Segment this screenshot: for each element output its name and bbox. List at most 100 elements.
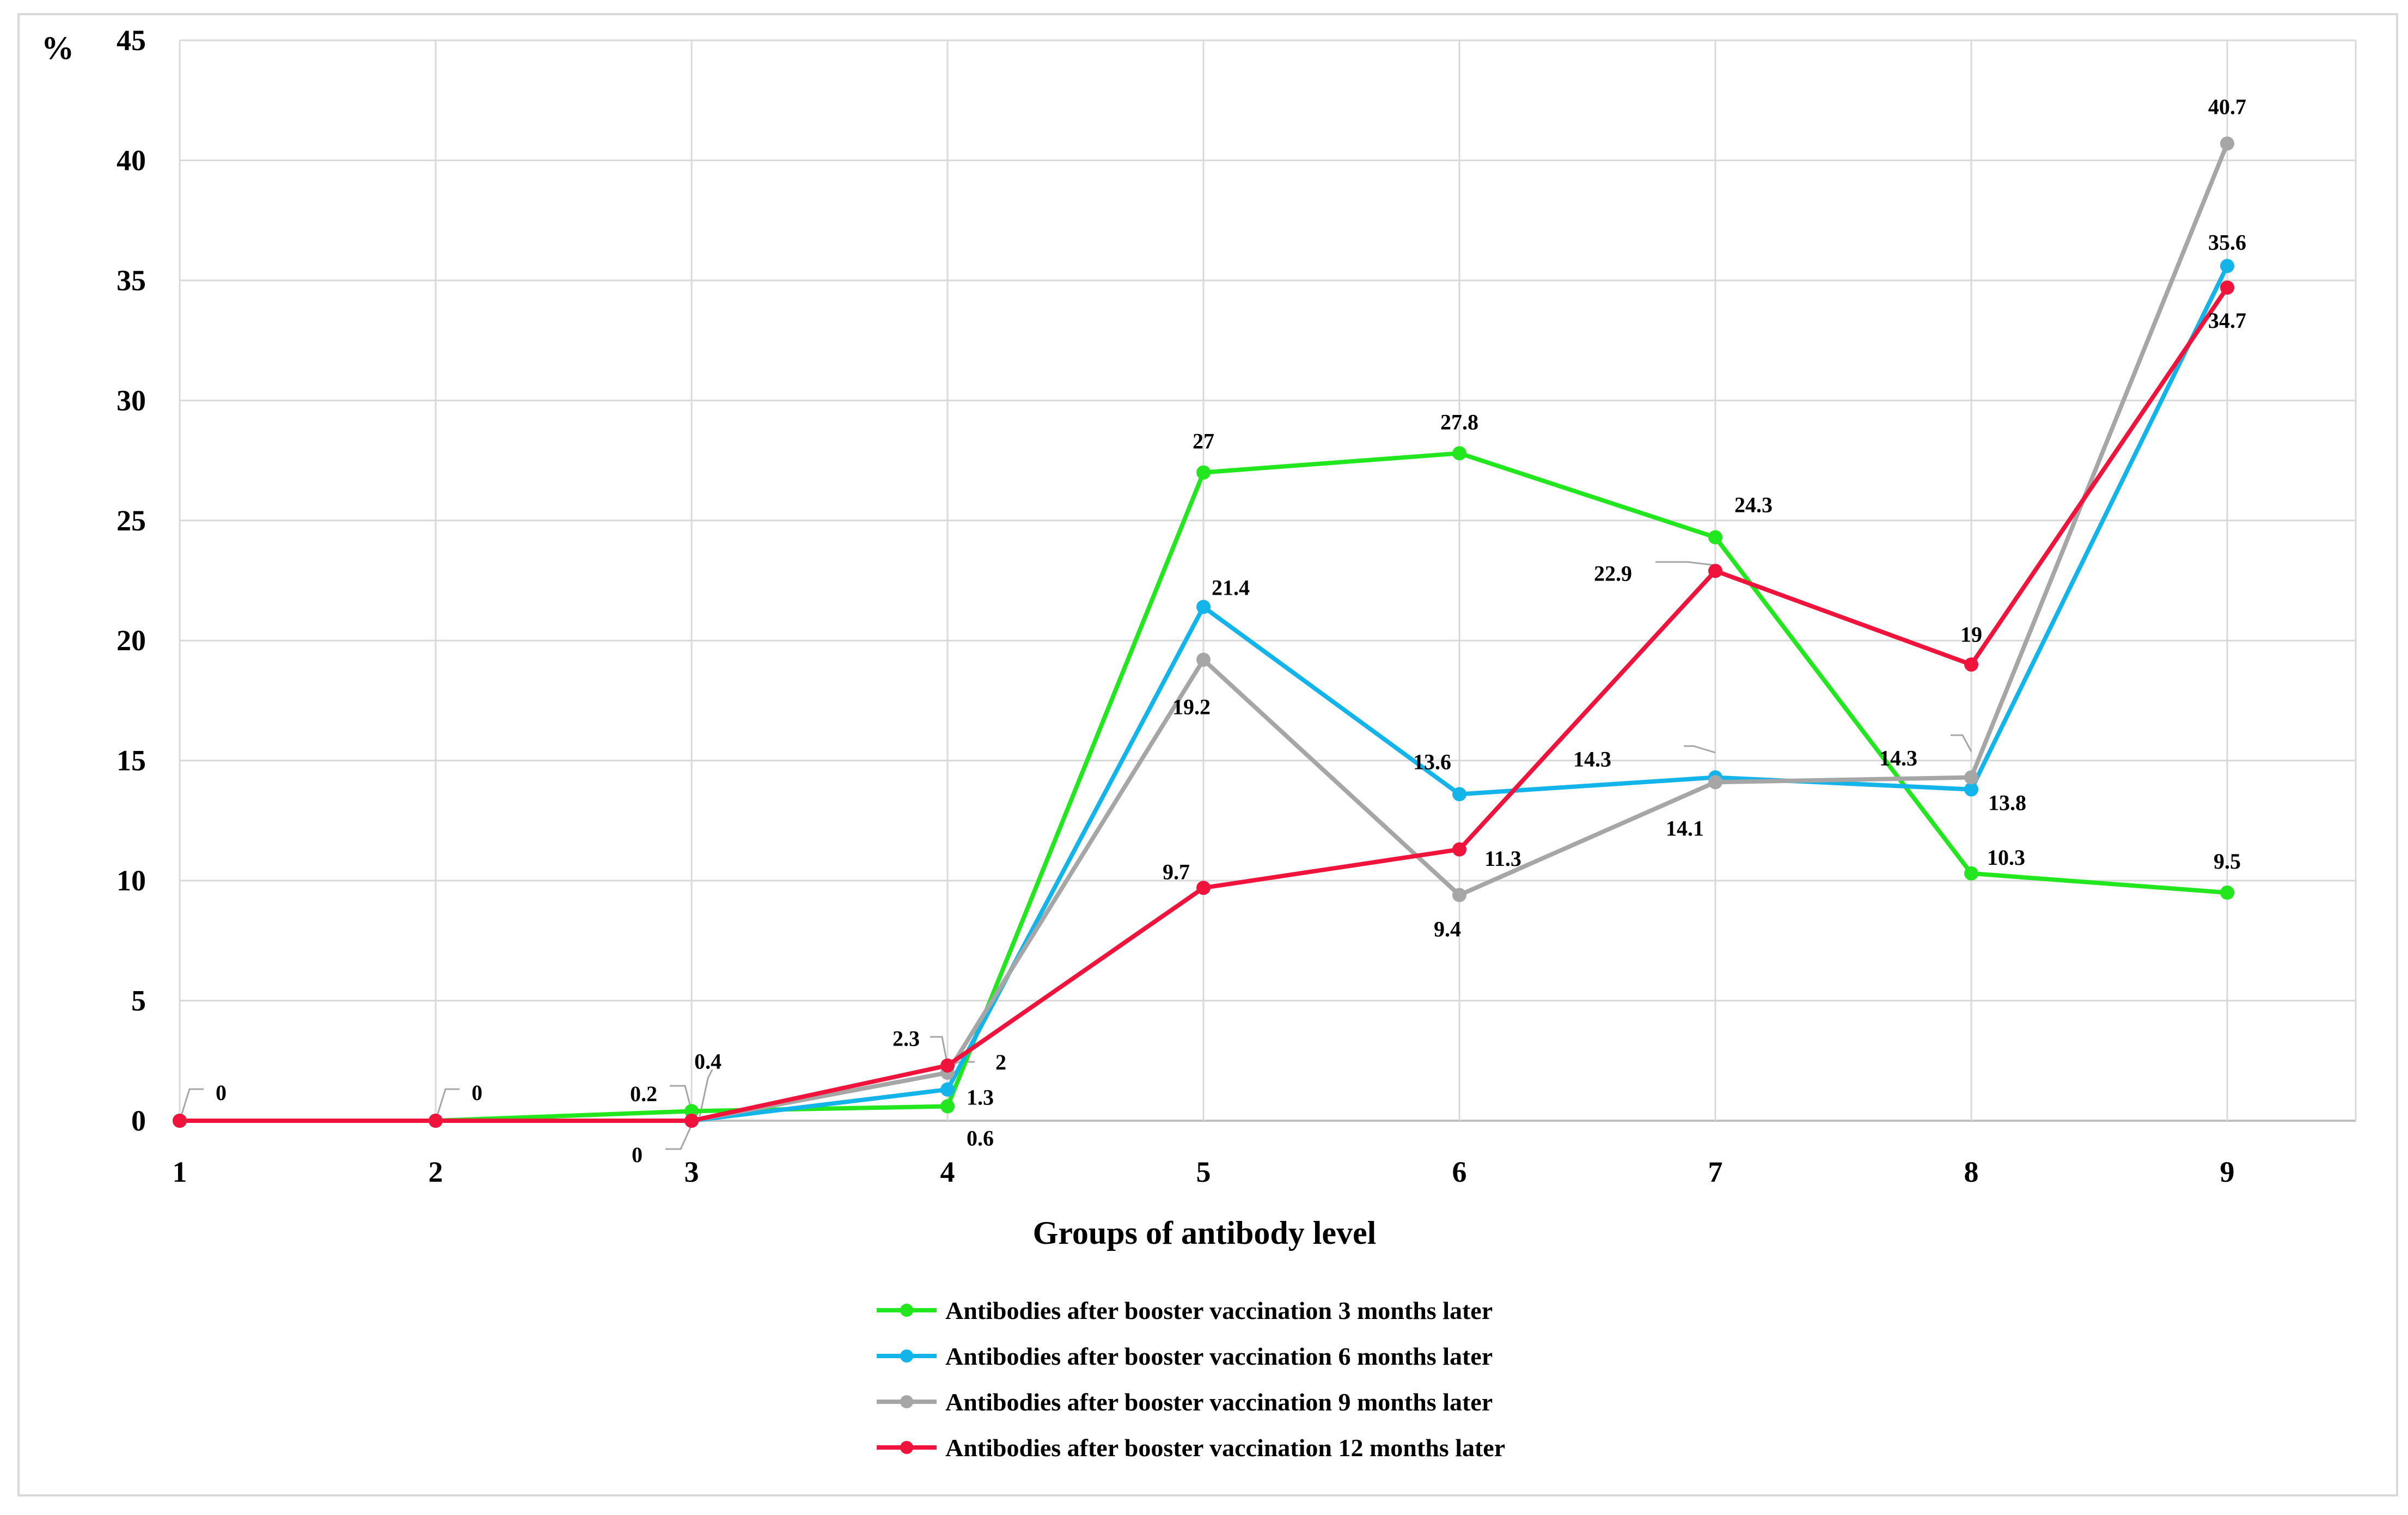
data-point — [940, 1082, 955, 1097]
y-axis-title: % — [41, 30, 74, 66]
legend-label: Antibodies after booster vaccination 9 m… — [945, 1388, 1493, 1416]
leader-line — [699, 1069, 713, 1117]
data-point — [1452, 446, 1466, 461]
data-point — [1708, 775, 1722, 790]
data-label: 2 — [995, 1050, 1006, 1074]
y-tick-label: 0 — [131, 1104, 146, 1137]
data-label: 0.2 — [630, 1082, 657, 1106]
data-point — [2220, 136, 2234, 151]
data-label: 0 — [472, 1080, 482, 1105]
leader-line — [670, 1085, 693, 1111]
data-point — [2220, 885, 2234, 900]
x-tick-label: 7 — [1708, 1156, 1723, 1188]
data-label: 13.6 — [1413, 749, 1451, 774]
data-point — [1964, 782, 1978, 797]
data-point — [1196, 652, 1211, 667]
data-label: 0 — [216, 1080, 227, 1105]
y-tick-labels: 0 5 10 15 20 25 30 35 40 45 — [117, 24, 146, 1137]
y-tick-label: 15 — [117, 744, 146, 777]
gridlines — [179, 39, 2357, 1122]
data-point — [1964, 770, 1978, 785]
x-tick-label: 3 — [684, 1156, 699, 1188]
data-point — [940, 1099, 955, 1114]
data-point — [1964, 866, 1978, 881]
data-point — [429, 1114, 443, 1128]
data-label: 27 — [1193, 429, 1214, 454]
data-point — [1964, 657, 1978, 672]
x-tick-label: 1 — [173, 1156, 187, 1188]
data-point — [1452, 888, 1466, 902]
y-tick-label: 30 — [117, 384, 146, 417]
legend-item: Antibodies after booster vaccination 12 … — [877, 1434, 1505, 1462]
data-point — [684, 1114, 699, 1128]
x-tick-label: 8 — [1964, 1156, 1979, 1188]
data-label: 9.4 — [1434, 917, 1461, 942]
x-tick-labels: 1 2 3 4 5 6 7 8 9 — [173, 1156, 2235, 1188]
data-label: 24.3 — [1734, 493, 1773, 517]
x-tick-label: 6 — [1452, 1156, 1467, 1188]
legend-label: Antibodies after booster vaccination 12 … — [945, 1434, 1505, 1462]
y-tick-label: 5 — [131, 985, 146, 1017]
data-label: 21.4 — [1212, 575, 1250, 600]
leader-line — [1951, 734, 1972, 752]
y-tick-label: 10 — [117, 864, 146, 897]
legend-marker — [900, 1349, 913, 1363]
x-tick-label: 9 — [2220, 1156, 2235, 1188]
data-label: 10.3 — [1987, 845, 2025, 870]
data-label: 0 — [632, 1143, 643, 1167]
legend-label: Antibodies after booster vaccination 3 m… — [945, 1297, 1493, 1324]
series-markers — [173, 136, 2234, 1128]
x-tick-label: 4 — [940, 1156, 955, 1188]
data-label: 40.7 — [2208, 95, 2246, 119]
data-label: 14.3 — [1879, 746, 1917, 771]
data-point — [2220, 280, 2234, 295]
legend-label: Antibodies after booster vaccination 6 m… — [945, 1342, 1493, 1370]
data-label: 34.7 — [2208, 308, 2246, 333]
data-point — [2220, 259, 2234, 273]
leader-line — [665, 1125, 693, 1150]
data-label: 19 — [1960, 622, 1982, 646]
data-point — [173, 1114, 187, 1128]
data-label: 14.1 — [1666, 816, 1704, 840]
data-label: 2.3 — [893, 1027, 920, 1051]
legend: Antibodies after booster vaccination 3 m… — [877, 1297, 1505, 1462]
data-label: 27.8 — [1440, 410, 1478, 434]
leader-line — [1684, 745, 1716, 754]
chart-border — [17, 13, 2398, 1496]
legend-marker — [900, 1304, 913, 1317]
data-point — [1452, 787, 1466, 802]
data-label: 0.6 — [967, 1126, 994, 1151]
legend-item: Antibodies after booster vaccination 3 m… — [877, 1297, 1493, 1324]
data-point — [940, 1058, 955, 1073]
data-label: 11.3 — [1484, 846, 1521, 871]
data-label: 22.9 — [1594, 561, 1632, 585]
leader-line — [1655, 561, 1716, 566]
data-label: 9.5 — [2214, 849, 2241, 873]
x-tick-label: 5 — [1196, 1156, 1211, 1188]
y-tick-label: 40 — [117, 144, 146, 176]
data-point — [1196, 881, 1211, 895]
x-tick-label: 2 — [429, 1156, 443, 1188]
data-point — [1452, 842, 1466, 857]
y-tick-label: 25 — [117, 504, 146, 537]
leader-line — [930, 1036, 949, 1066]
legend-item: Antibodies after booster vaccination 6 m… — [877, 1342, 1493, 1370]
leader-line — [435, 1088, 460, 1121]
data-label: 19.2 — [1172, 694, 1211, 719]
data-labels: 0.4 0.6 27 27.8 24.3 10.3 9.5 1.3 21.4 13.6 13.8 35… — [216, 95, 2246, 1167]
y-tick-label: 45 — [117, 24, 146, 57]
data-point — [1708, 564, 1722, 578]
data-label: 9.7 — [1163, 859, 1190, 884]
leader-line — [179, 1088, 204, 1121]
data-label: 0.4 — [694, 1049, 722, 1073]
data-label: 35.6 — [2208, 230, 2246, 254]
legend-item: Antibodies after booster vaccination 9 m… — [877, 1388, 1493, 1416]
y-tick-label: 20 — [117, 624, 146, 657]
data-label: 1.3 — [967, 1085, 994, 1110]
data-point — [1196, 465, 1211, 480]
data-point — [1708, 530, 1722, 545]
data-point — [1196, 600, 1211, 614]
legend-marker — [900, 1395, 913, 1408]
data-label: 14.3 — [1573, 747, 1611, 772]
